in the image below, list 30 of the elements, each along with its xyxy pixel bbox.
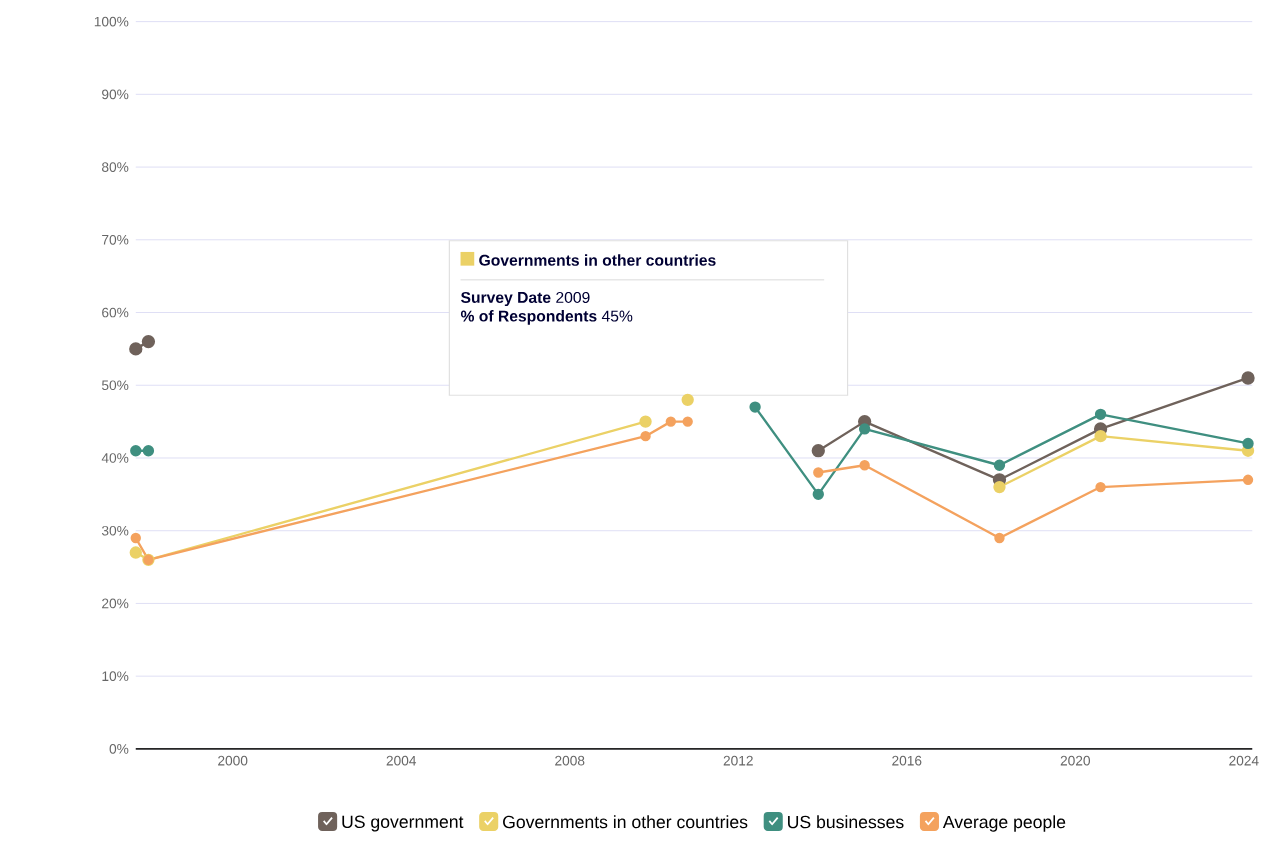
point [813, 466, 824, 478]
point [130, 532, 141, 543]
point [1241, 370, 1255, 385]
point [681, 393, 694, 406]
point [749, 400, 761, 413]
legend-label: US businesses [788, 814, 904, 828]
point [130, 444, 142, 456]
legend-label: Average people [942, 814, 1066, 832]
point [994, 532, 1005, 543]
point [129, 545, 142, 559]
point [1094, 408, 1107, 420]
point [640, 430, 651, 441]
point [665, 415, 677, 427]
legend-label: Governments in other countries [503, 814, 748, 828]
point [993, 480, 1006, 493]
point [1242, 437, 1254, 449]
point [129, 341, 143, 356]
point [639, 414, 652, 428]
point [858, 422, 871, 435]
point [142, 444, 155, 456]
point [1094, 429, 1107, 442]
point [682, 415, 693, 427]
point [812, 488, 824, 500]
point [993, 459, 1006, 471]
point [811, 443, 825, 457]
point [1242, 474, 1254, 485]
legend-label: US government [342, 815, 464, 832]
point [141, 334, 156, 348]
point [859, 459, 870, 470]
point [1095, 481, 1106, 492]
